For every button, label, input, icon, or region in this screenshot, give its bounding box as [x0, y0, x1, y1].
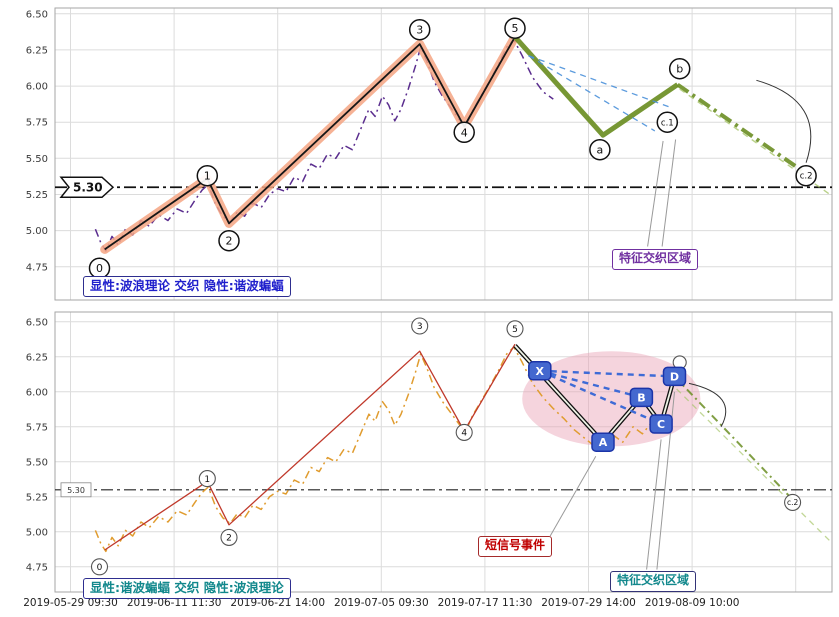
- elliott-wave-path-halo: [100, 32, 520, 254]
- elliott-wave-path: [104, 36, 516, 251]
- y-tick-label: 6.50: [26, 9, 48, 20]
- annotation-arc: [756, 79, 812, 163]
- wave-marker-label: 4: [461, 126, 468, 139]
- price-tag-label: 5.30: [73, 181, 103, 195]
- wave-marker-label: 4: [461, 429, 467, 439]
- bottom-feature-region-label: 特征交织区域: [610, 571, 697, 592]
- y-tick-label: 6.00: [26, 82, 48, 93]
- wave-marker-1: [196, 164, 219, 187]
- wave-marker-5: [504, 17, 526, 39]
- wave-marker-label: c.2: [800, 172, 813, 182]
- y-tick-label: 5.75: [26, 118, 48, 129]
- alt-projection: [676, 388, 833, 544]
- wave-marker-label: 5: [512, 325, 518, 335]
- y-tick-label: 4.75: [26, 262, 48, 273]
- wave-marker-label: 0: [97, 563, 103, 573]
- price-tag-label: 5.30: [67, 486, 85, 495]
- wave-marker-label: c.1: [661, 118, 674, 128]
- annotation-arc: [688, 382, 727, 428]
- x-tick-label: 2019-07-17 11:30: [437, 597, 533, 609]
- y-tick-label: 5.50: [26, 154, 48, 165]
- x-tick-label: 2019-06-21 14:00: [230, 597, 326, 609]
- callout-leader: [661, 139, 677, 247]
- harmonic-node-C: [649, 414, 673, 434]
- plot-border: [54, 7, 833, 301]
- x-tick-label: 2019-07-29 14:00: [541, 597, 636, 609]
- harmonic-node-label-A: A: [599, 436, 608, 449]
- wave-marker-label: 0: [96, 262, 103, 275]
- wave-marker-label: 3: [417, 322, 423, 332]
- y-tick-label: 6.25: [26, 45, 48, 56]
- y-tick-label: 5.25: [26, 190, 48, 201]
- harmonic-node-label-X: X: [536, 365, 545, 378]
- short-signal-event-label: 短信号事件: [478, 536, 553, 557]
- wave-marker-label: c.2: [787, 498, 799, 507]
- y-tick-label: 5.50: [26, 457, 48, 468]
- wave-marker-c.2: [784, 493, 802, 511]
- harmonic-node-X: [528, 361, 552, 381]
- wave-marker-2: [220, 528, 238, 546]
- wave-marker-5: [506, 320, 524, 338]
- wave-marker-4: [453, 121, 475, 144]
- harmonic-node-B: [629, 387, 654, 408]
- x-tick-label: 2019-07-05 09:30: [334, 597, 429, 609]
- xd-ratio-line: [539, 369, 675, 378]
- y-tick-label: 4.75: [26, 562, 48, 573]
- wave-marker-c.1: [656, 111, 679, 133]
- top-chart-mode-label: 显性:波浪理论 交织 隐性:谐波蝙蝠: [83, 276, 291, 298]
- wave-marker-label: 1: [204, 170, 211, 183]
- y-tick-label: 5.00: [26, 527, 48, 538]
- wave-marker-label: 3: [416, 24, 423, 37]
- elliott-wave-path: [104, 343, 516, 551]
- plot-border: [54, 311, 833, 593]
- convergence-guide-1: [528, 55, 672, 109]
- price-tag-arrow: [59, 176, 115, 198]
- wave-marker-b: [668, 57, 691, 80]
- price-walk: [94, 346, 664, 553]
- xc-ratio-line: [539, 369, 662, 426]
- x-tick-label: 2019-05-29 09:30: [23, 597, 118, 609]
- wave-marker-c.2: [795, 164, 817, 187]
- wave-marker-0: [90, 558, 109, 576]
- top-feature-region-label: 特征交织区域: [612, 249, 699, 270]
- callout-leader: [646, 439, 662, 570]
- y-tick-label: 6.00: [26, 387, 48, 398]
- top-chart-canvas: 4.75 5.00 5.25 5.50 5.75 6.00 6.25 6.50 5.30 0 1 2 3…: [26, 7, 833, 301]
- y-tick-label: 6.50: [26, 317, 48, 328]
- bottom-chart-mode-label: 显性:谐波蝙蝠 交织 隐性:波浪理论: [83, 578, 291, 600]
- bottom-chart-canvas: 4.75 5.00 5.25 5.50 5.75 6.00 6.25 6.50 5.30 0 1 2 3…: [26, 311, 833, 593]
- wave-marker-label: 2: [226, 534, 232, 544]
- x-tick-label: 2019-06-11 11:30: [126, 597, 222, 609]
- y-tick-label: 5.75: [26, 422, 48, 433]
- wave-marker-1: [198, 470, 216, 488]
- b-to-c2-projection: [676, 82, 807, 175]
- wave-marker-4: [455, 423, 473, 441]
- wave-marker-a: [589, 138, 611, 161]
- x-axis: 2019-05-29 09:30 2019-06-11 11:30 2019-06-…: [0, 594, 839, 617]
- y-tick-label: 5.00: [26, 226, 48, 237]
- harmonic-node-D: [662, 366, 687, 387]
- wave-marker-2: [218, 229, 240, 252]
- wave-marker-3: [408, 18, 431, 41]
- convergence-guide-2: [528, 55, 656, 132]
- callout-leader: [647, 140, 664, 247]
- y-tick-label: 6.25: [26, 352, 48, 363]
- harmonic-node-label-C: C: [657, 418, 665, 431]
- price-tag-box: [60, 482, 92, 498]
- y-tick-label: 5.25: [26, 492, 48, 503]
- price-walk: [94, 39, 554, 252]
- wave-marker-label: 5: [512, 22, 519, 35]
- wave-marker-label: 2: [226, 235, 233, 248]
- wave-marker-label: b: [676, 63, 683, 76]
- wave-marker-3: [411, 317, 429, 335]
- x-tick-label: 2019-08-09 10:00: [644, 597, 740, 609]
- harmonic-node-label-B: B: [637, 391, 645, 404]
- harmonic-node-A: [591, 432, 615, 452]
- wave-marker-label: 1: [204, 475, 210, 485]
- d-to-c2-projection: [673, 375, 794, 501]
- wave-marker-label: a: [597, 144, 604, 157]
- callout-leader: [549, 455, 597, 537]
- harmonic-node-label-D: D: [670, 370, 679, 383]
